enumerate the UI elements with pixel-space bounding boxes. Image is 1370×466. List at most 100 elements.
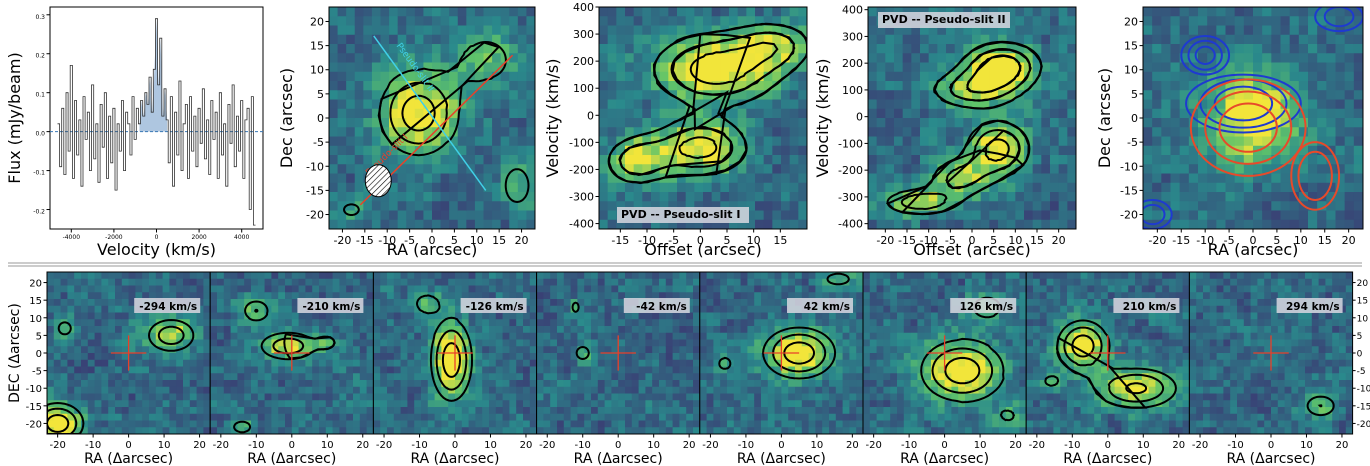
map-pixel — [121, 420, 130, 428]
map-pixel — [389, 25, 399, 36]
map-pixel — [694, 71, 704, 82]
map-pixel — [500, 219, 510, 229]
map-pixel — [599, 210, 609, 221]
map-pixel — [523, 413, 531, 422]
map-pixel — [523, 285, 531, 293]
map-pixel — [291, 400, 300, 408]
map-pixel — [380, 285, 388, 293]
map-pixel — [577, 319, 585, 327]
map-pixel — [434, 332, 442, 341]
x-tick-label: 4000 — [234, 234, 249, 241]
map-pixel — [271, 305, 279, 314]
map-pixel — [645, 380, 653, 388]
map-pixel — [798, 108, 807, 119]
map-pixel — [1262, 99, 1272, 110]
map-pixel — [516, 346, 524, 354]
map-pixel — [729, 145, 739, 156]
map-pixel — [1015, 99, 1025, 110]
map-pixel — [798, 118, 807, 128]
map-pixel — [599, 164, 609, 175]
x-axis-label: Offset (arcsec) — [644, 240, 761, 259]
map-pixel — [101, 359, 109, 368]
map-pixel — [448, 319, 456, 327]
map-pixel — [74, 386, 82, 395]
map-pixel — [393, 332, 402, 341]
map-pixel — [668, 219, 678, 229]
map-pixel — [457, 44, 467, 54]
map-pixel — [366, 420, 374, 428]
map-pixel — [217, 407, 225, 415]
map-pixel — [500, 81, 510, 91]
map-pixel — [162, 393, 170, 401]
map-pixel — [169, 278, 177, 287]
map-pixel — [423, 219, 433, 229]
map-pixel — [81, 319, 89, 327]
map-pixel — [798, 44, 807, 54]
map-pixel — [142, 332, 150, 341]
map-pixel — [989, 99, 999, 110]
map-pixel — [115, 278, 123, 287]
map-pixel — [665, 386, 674, 395]
map-pixel — [729, 62, 739, 73]
map-pixel — [237, 278, 245, 287]
y-tick-label: -15 — [26, 402, 42, 413]
map-pixel — [457, 155, 467, 165]
map-pixel — [108, 305, 116, 314]
pvd-panel-1: PVD -- Pseudo-slit I-15 -10 -5 0 5 10 15-400-3… — [543, 1, 808, 259]
map-pixel — [475, 353, 483, 361]
axes-frame — [598, 6, 808, 230]
map-pixel — [625, 136, 635, 147]
map-pixel — [526, 99, 535, 110]
map-pixel — [217, 278, 225, 287]
map-pixel — [305, 380, 313, 388]
map-pixel — [483, 108, 493, 119]
map-pixel — [203, 366, 211, 374]
map-pixel — [482, 312, 490, 320]
map-pixel — [1143, 99, 1153, 110]
map-pixel — [427, 407, 436, 415]
map-pixel — [928, 127, 938, 138]
map-pixel — [517, 155, 528, 165]
map-pixel — [407, 400, 415, 408]
map-pixel — [563, 339, 572, 347]
map-pixel — [305, 393, 313, 401]
map-pixel — [928, 90, 938, 101]
map-pixel — [371, 16, 382, 27]
map-pixel — [693, 353, 700, 361]
map-pixel — [74, 305, 82, 314]
map-pixel — [483, 90, 493, 101]
map-pixel — [155, 292, 164, 300]
map-pixel — [210, 420, 218, 428]
map-pixel — [625, 53, 635, 64]
map-pixel — [677, 145, 687, 156]
map-pixel — [523, 420, 531, 428]
map-pixel — [264, 299, 272, 307]
map-pixel — [475, 427, 483, 434]
map-pixel — [789, 99, 799, 110]
x-axis-label: RA (Δarcsec) — [84, 451, 173, 466]
map-pixel — [468, 312, 476, 320]
map-pixel — [474, 192, 485, 202]
map-pixel — [363, 53, 373, 64]
map-pixel — [47, 346, 55, 354]
map-pixel — [346, 108, 356, 119]
map-pixel — [755, 155, 765, 165]
map-pixel — [685, 127, 695, 138]
map-pixel — [665, 326, 674, 334]
map-pixel — [400, 366, 408, 374]
map-pixel — [291, 420, 300, 428]
map-pixel — [526, 90, 535, 101]
map-pixel — [980, 173, 990, 184]
map-pixel — [1298, 99, 1309, 110]
map-pixel — [176, 285, 184, 293]
map-pixel — [1262, 25, 1272, 36]
map-pixel — [414, 326, 422, 334]
map-pixel — [772, 108, 782, 119]
map-pixel — [60, 326, 68, 334]
map-pixel — [47, 393, 55, 401]
map-pixel — [633, 62, 643, 73]
map-pixel — [529, 305, 537, 314]
map-pixel — [798, 145, 807, 156]
map-pixel — [495, 346, 504, 354]
map-pixel — [60, 278, 68, 287]
